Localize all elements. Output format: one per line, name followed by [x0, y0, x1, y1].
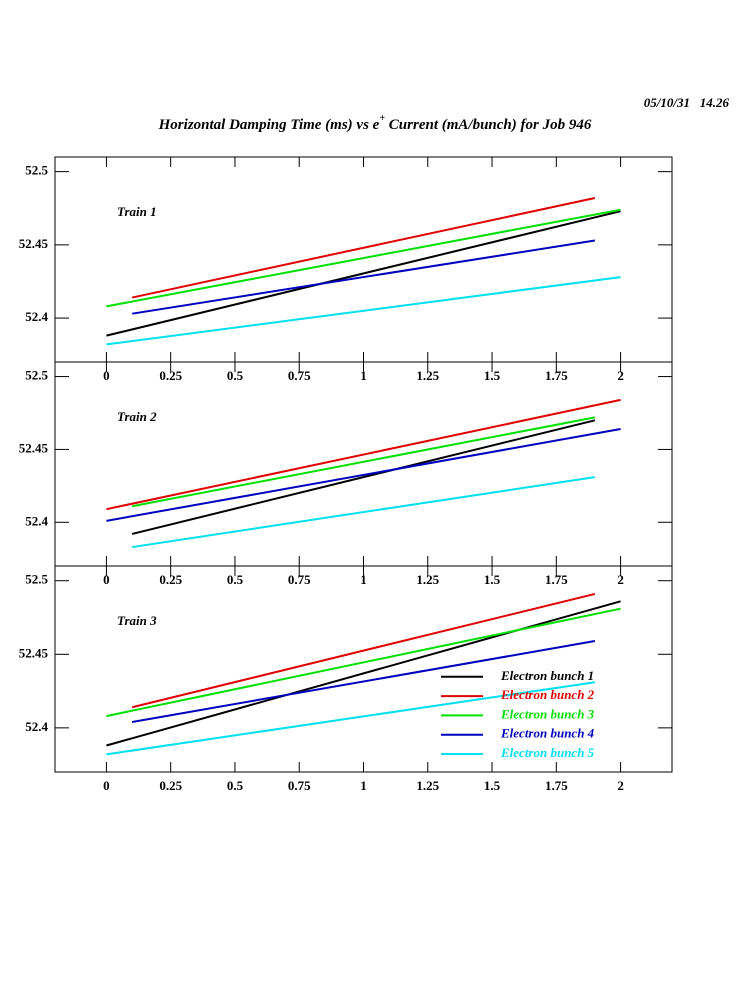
x-tick-label: 2 — [617, 572, 624, 587]
series-line — [106, 607, 621, 718]
x-tick-label: 0.5 — [227, 778, 244, 793]
plot-frame — [54, 361, 673, 567]
title-text: Horizontal Damping Time (ms) vs e — [158, 117, 380, 133]
y-tick-label: 52.4 — [25, 719, 48, 734]
x-tick-label: 1.25 — [416, 572, 439, 587]
legend-label: Electron bunch 2 — [500, 687, 595, 702]
series-line — [131, 640, 596, 723]
legend-label: Electron bunch 3 — [500, 706, 595, 721]
series-line — [131, 197, 596, 299]
y-tick-label: 52.45 — [19, 236, 49, 251]
title-sup: + — [379, 113, 385, 124]
series-line — [106, 276, 621, 346]
series-line — [131, 476, 596, 549]
x-tick-label: 1.75 — [545, 368, 568, 383]
series-line — [106, 681, 596, 756]
panel-label: Train 2 — [117, 409, 157, 424]
x-tick-label: 0.5 — [227, 572, 244, 587]
x-tick-label: 0.75 — [288, 368, 311, 383]
y-tick-label: 52.5 — [25, 163, 48, 178]
x-tick-label: 1.5 — [484, 778, 501, 793]
plot-frame — [54, 156, 673, 363]
x-tick-label: 0.75 — [288, 778, 311, 793]
x-tick-label: 0.25 — [159, 778, 182, 793]
x-tick-label: 0.5 — [227, 368, 244, 383]
y-tick-label: 52.45 — [19, 645, 49, 660]
x-tick-label: 0 — [103, 778, 110, 793]
series-line — [106, 428, 621, 522]
x-tick-label: 0.25 — [159, 572, 182, 587]
x-tick-label: 1.25 — [416, 368, 439, 383]
series-line — [131, 239, 596, 315]
series-line — [131, 592, 596, 709]
x-tick-label: 0.25 — [159, 368, 182, 383]
x-tick-label: 1.75 — [545, 572, 568, 587]
x-tick-label: 1 — [360, 368, 367, 383]
legend-label: Electron bunch 1 — [500, 668, 594, 683]
x-tick-label: 1.5 — [484, 572, 501, 587]
x-tick-label: 2 — [617, 778, 624, 793]
x-tick-label: 1.25 — [416, 778, 439, 793]
y-tick-label: 52.4 — [25, 309, 48, 324]
x-tick-label: 0 — [103, 572, 110, 587]
x-tick-label: 1.75 — [545, 778, 568, 793]
x-tick-label: 1.5 — [484, 368, 501, 383]
chart-title: Horizontal Damping Time (ms) vs e+ Curre… — [158, 113, 592, 133]
title-text: Current (mA/bunch) for Job 946 — [385, 117, 592, 133]
panel-label: Train 3 — [117, 613, 157, 628]
y-tick-label: 52.4 — [25, 513, 48, 528]
series-line — [131, 416, 596, 508]
legend-label: Electron bunch 5 — [500, 745, 595, 760]
series-line — [131, 419, 596, 535]
x-tick-label: 2 — [617, 368, 624, 383]
series-line — [106, 208, 621, 308]
x-tick-label: 0.75 — [288, 572, 311, 587]
series-line — [106, 600, 621, 747]
panel-label: Train 1 — [117, 204, 157, 219]
x-tick-label: 1 — [360, 778, 367, 793]
timestamp: 05/10/31 14.26 — [644, 95, 730, 110]
y-tick-label: 52.5 — [25, 368, 48, 383]
series-line — [106, 398, 621, 511]
y-tick-label: 52.5 — [25, 572, 48, 587]
legend-label: Electron bunch 4 — [500, 726, 595, 741]
x-tick-label: 1 — [360, 572, 367, 587]
series-line — [106, 210, 621, 337]
y-tick-label: 52.45 — [19, 440, 49, 455]
x-tick-label: 0 — [103, 368, 110, 383]
